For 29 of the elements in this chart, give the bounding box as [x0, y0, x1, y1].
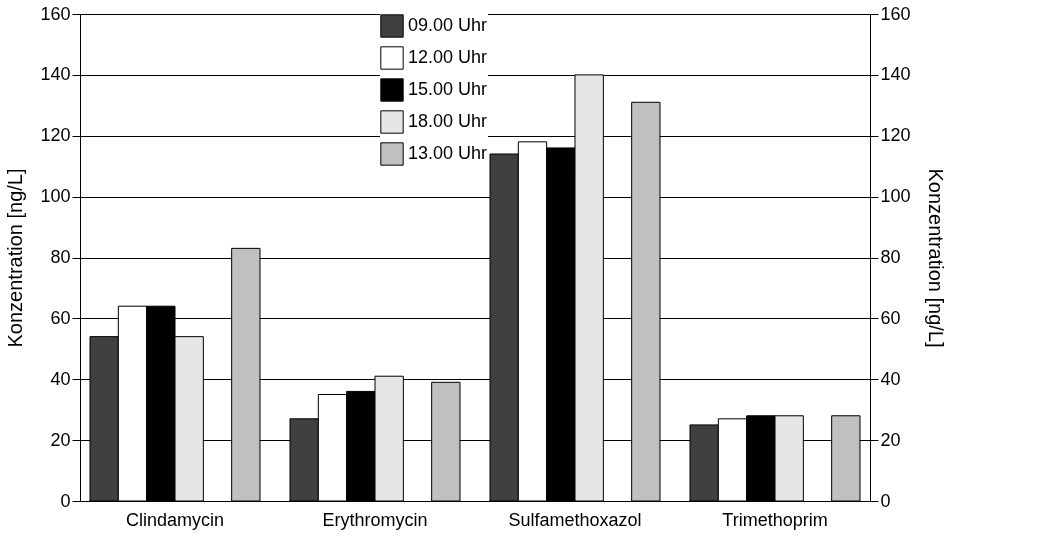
y-tick-label: 80 [50, 247, 71, 267]
x-tick-label: Erythromycin [322, 509, 428, 530]
y2-tick-label: 0 [880, 490, 891, 511]
legend-label: 18.00 Uhr [408, 111, 488, 131]
legend-label: 15.00 Uhr [408, 79, 488, 99]
x-tick-label: Clindamycin [125, 509, 225, 530]
legend-label: 13.00 Uhr [408, 143, 488, 163]
legend-label: 09.00 Uhr [408, 15, 488, 35]
y2-tick-label: 40 [880, 368, 901, 389]
y-axis-title: Konzentration [ng/L] [4, 168, 27, 348]
y-tick-label: 60 [50, 307, 71, 328]
x-tick-label: Trimethoprim [722, 509, 828, 530]
y-tick-label: 120 [40, 125, 71, 146]
y-tick-label: 40 [50, 368, 71, 389]
x-tick-label: Sulfamethoxazol [508, 509, 642, 530]
y-tick-label: 100 [40, 186, 71, 207]
y-tick-label: 140 [40, 64, 71, 85]
y2-tick-label: 80 [880, 247, 901, 267]
y2-tick-label: 20 [880, 429, 901, 450]
y2-tick-label: 120 [880, 125, 911, 146]
legend-label: 12.00 Uhr [408, 47, 488, 67]
y2-tick-label: 140 [880, 64, 911, 85]
y2-tick-label: 100 [880, 186, 911, 207]
y2-axis-title: Konzentration [ng/L] [924, 168, 947, 348]
y2-tick-label: 160 [880, 3, 911, 24]
y-tick-label: 160 [40, 3, 71, 24]
y2-tick-label: 60 [880, 307, 901, 328]
y-tick-label: 0 [60, 490, 71, 511]
y-tick-label: 20 [50, 429, 71, 450]
